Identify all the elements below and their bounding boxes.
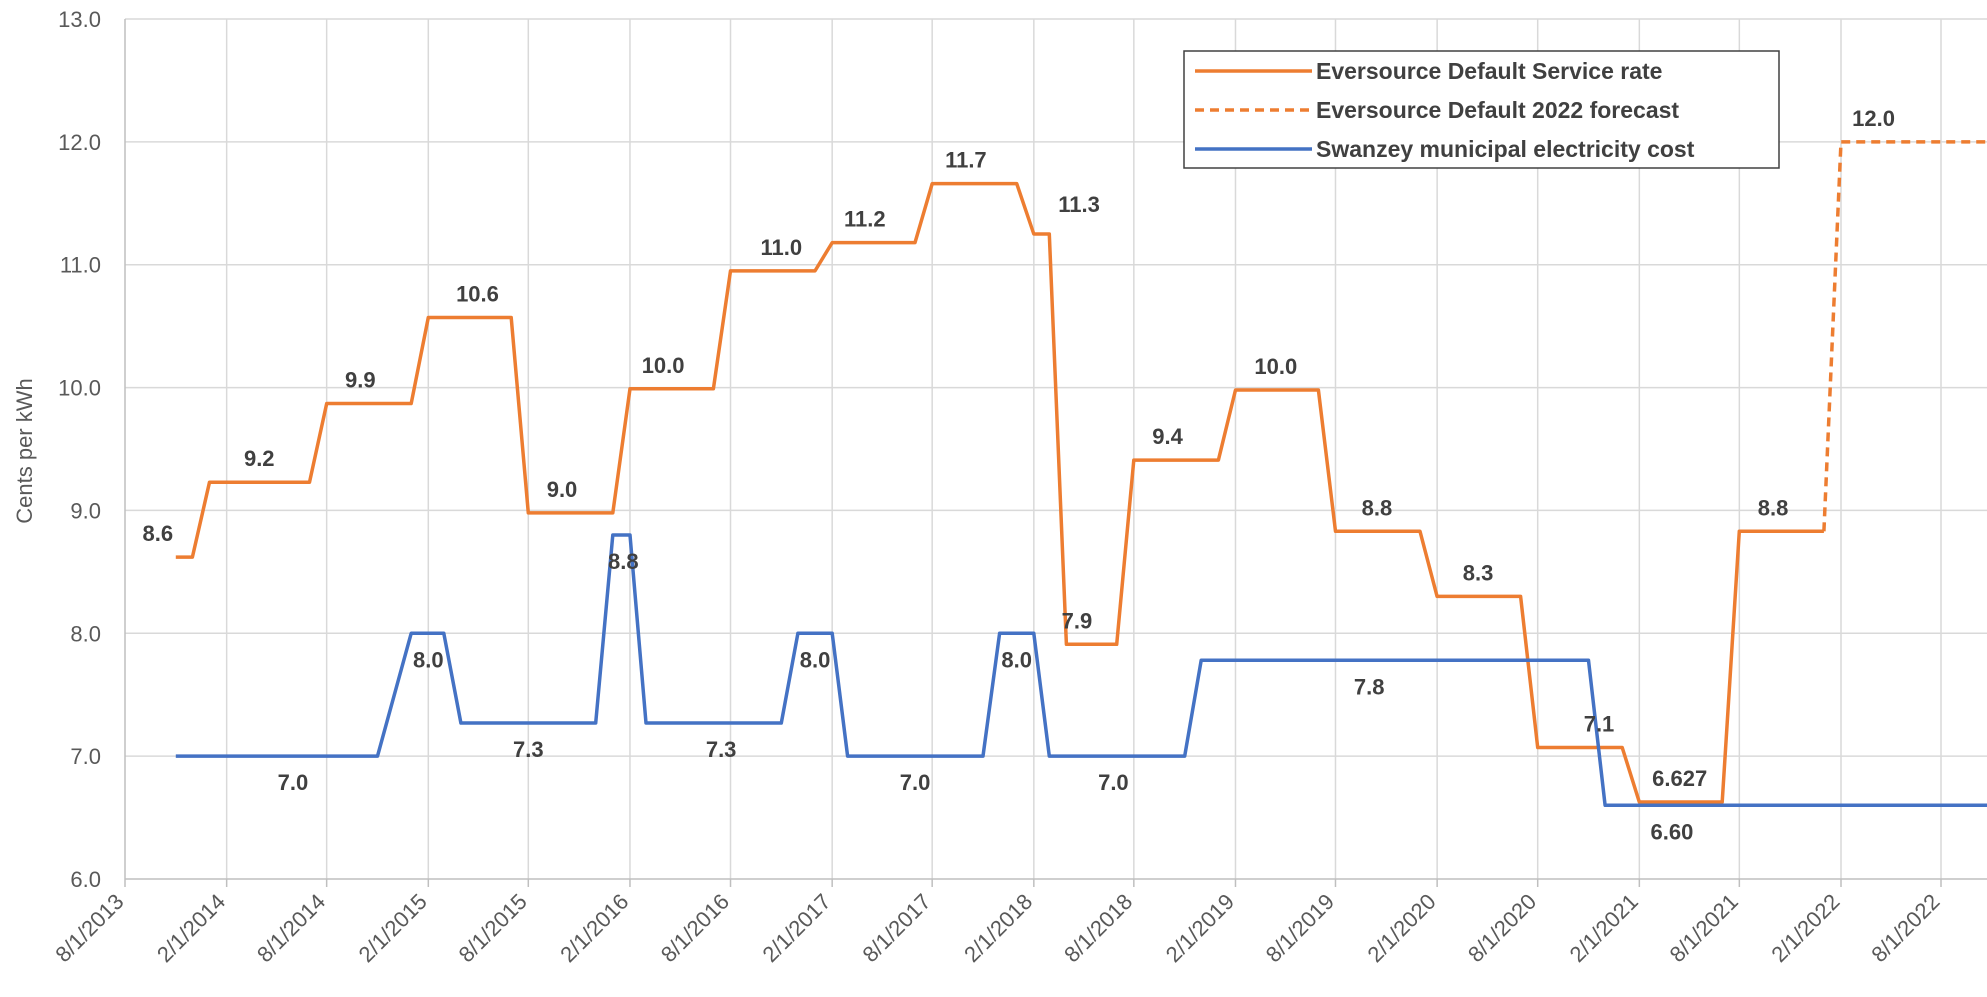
data-label: 11.7 xyxy=(945,148,987,173)
y-tick-label: 12.0 xyxy=(58,130,101,155)
y-tick-label: 10.0 xyxy=(58,376,101,401)
legend: Eversource Default Service rate Eversourc… xyxy=(1183,50,1780,169)
data-label: 7.0 xyxy=(1098,770,1129,795)
data-label: 7.8 xyxy=(1354,674,1385,699)
data-label: 9.2 xyxy=(244,446,275,471)
legend-item-eversource-default-label: Eversource Default Service rate xyxy=(1316,58,1662,84)
y-tick-label: 8.0 xyxy=(70,621,101,646)
data-label: 8.8 xyxy=(1758,495,1789,520)
data-label: 11.2 xyxy=(844,207,886,232)
x-tick-label: 2/1/2016 xyxy=(555,889,633,967)
data-label: 9.0 xyxy=(547,477,578,502)
x-tick-label: 8/1/2016 xyxy=(656,889,734,967)
data-label: 7.9 xyxy=(1062,608,1093,633)
x-tick-label: 8/1/2020 xyxy=(1463,889,1541,967)
y-tick-label: 7.0 xyxy=(70,744,101,769)
x-tick-label: 8/1/2014 xyxy=(252,889,330,967)
legend-item-swanzey-municipal-label: Swanzey municipal electricity cost xyxy=(1316,136,1695,162)
y-tick-label: 11.0 xyxy=(60,253,101,278)
x-tick-label: 8/1/2013 xyxy=(50,889,128,967)
data-label: 8.8 xyxy=(1362,495,1393,520)
data-label: 8.0 xyxy=(800,647,831,672)
data-label: 7.0 xyxy=(278,770,309,795)
eversource-default-line xyxy=(175,181,1824,804)
x-tick-label: 8/1/2015 xyxy=(454,889,532,967)
eversource-forecast-line xyxy=(1822,140,1987,532)
data-label: 10.0 xyxy=(1254,354,1297,379)
data-label: 10.6 xyxy=(456,282,499,307)
data-label: 7.0 xyxy=(900,770,931,795)
data-label: 9.9 xyxy=(345,368,376,393)
data-label: 8.0 xyxy=(1001,647,1032,672)
data-label: 7.1 xyxy=(1584,712,1615,737)
x-tick-label: 8/1/2017 xyxy=(857,889,935,967)
x-tick-label: 2/1/2014 xyxy=(152,889,230,967)
x-tick-label: 2/1/2019 xyxy=(1161,889,1239,967)
data-label: 11.0 xyxy=(761,235,803,260)
x-tick-label: 8/1/2022 xyxy=(1866,889,1944,967)
data-label: 8.8 xyxy=(608,549,639,574)
data-label: 8.6 xyxy=(143,521,174,546)
x-tick-label: 2/1/2018 xyxy=(959,889,1037,967)
legend-item-eversource-forecast-label: Eversource Default 2022 forecast xyxy=(1316,97,1679,123)
data-label: 6.60 xyxy=(1651,819,1694,844)
x-tick-label: 8/1/2019 xyxy=(1261,889,1339,967)
axes xyxy=(124,19,1987,887)
x-tick-label: 2/1/2022 xyxy=(1766,889,1844,967)
x-tick-label: 8/1/2021 xyxy=(1665,889,1743,967)
x-tick-label: 8/1/2018 xyxy=(1059,889,1137,967)
y-tick-labels: 6.0 7.0 8.0 9.0 10.0 11.0 12.0 13.0 xyxy=(58,7,101,892)
x-tick-label: 2/1/2020 xyxy=(1362,889,1440,967)
y-tick-label: 9.0 xyxy=(70,498,101,523)
x-tick-label: 2/1/2021 xyxy=(1565,889,1643,967)
data-label: 11.3 xyxy=(1058,192,1100,217)
data-label: 8.0 xyxy=(413,647,444,672)
y-tick-label: 6.0 xyxy=(70,867,101,892)
data-label: 12.0 xyxy=(1852,106,1895,131)
x-tick-labels: 8/1/2013 2/1/2014 8/1/2014 2/1/2015 8/1/2015… xyxy=(50,889,1944,967)
y-axis-label: Cents per kWh xyxy=(12,378,37,524)
data-label: 9.4 xyxy=(1152,424,1183,449)
data-labels: 8.6 9.2 9.9 10.6 9.0 10.0 11.0 11.2 11.7 11.3 7.9 9… xyxy=(143,106,1895,844)
data-label: 7.3 xyxy=(706,737,737,762)
y-tick-label: 13.0 xyxy=(58,7,101,32)
series-lines xyxy=(175,140,1987,808)
data-label: 7.3 xyxy=(513,737,544,762)
swanzey-municipal-line xyxy=(175,533,1987,808)
data-label: 8.3 xyxy=(1463,560,1494,585)
data-label: 10.0 xyxy=(642,353,685,378)
data-label: 6.627 xyxy=(1652,766,1707,791)
x-tick-label: 2/1/2017 xyxy=(757,889,835,967)
gridlines xyxy=(125,18,1987,879)
x-tick-label: 2/1/2015 xyxy=(354,889,432,967)
